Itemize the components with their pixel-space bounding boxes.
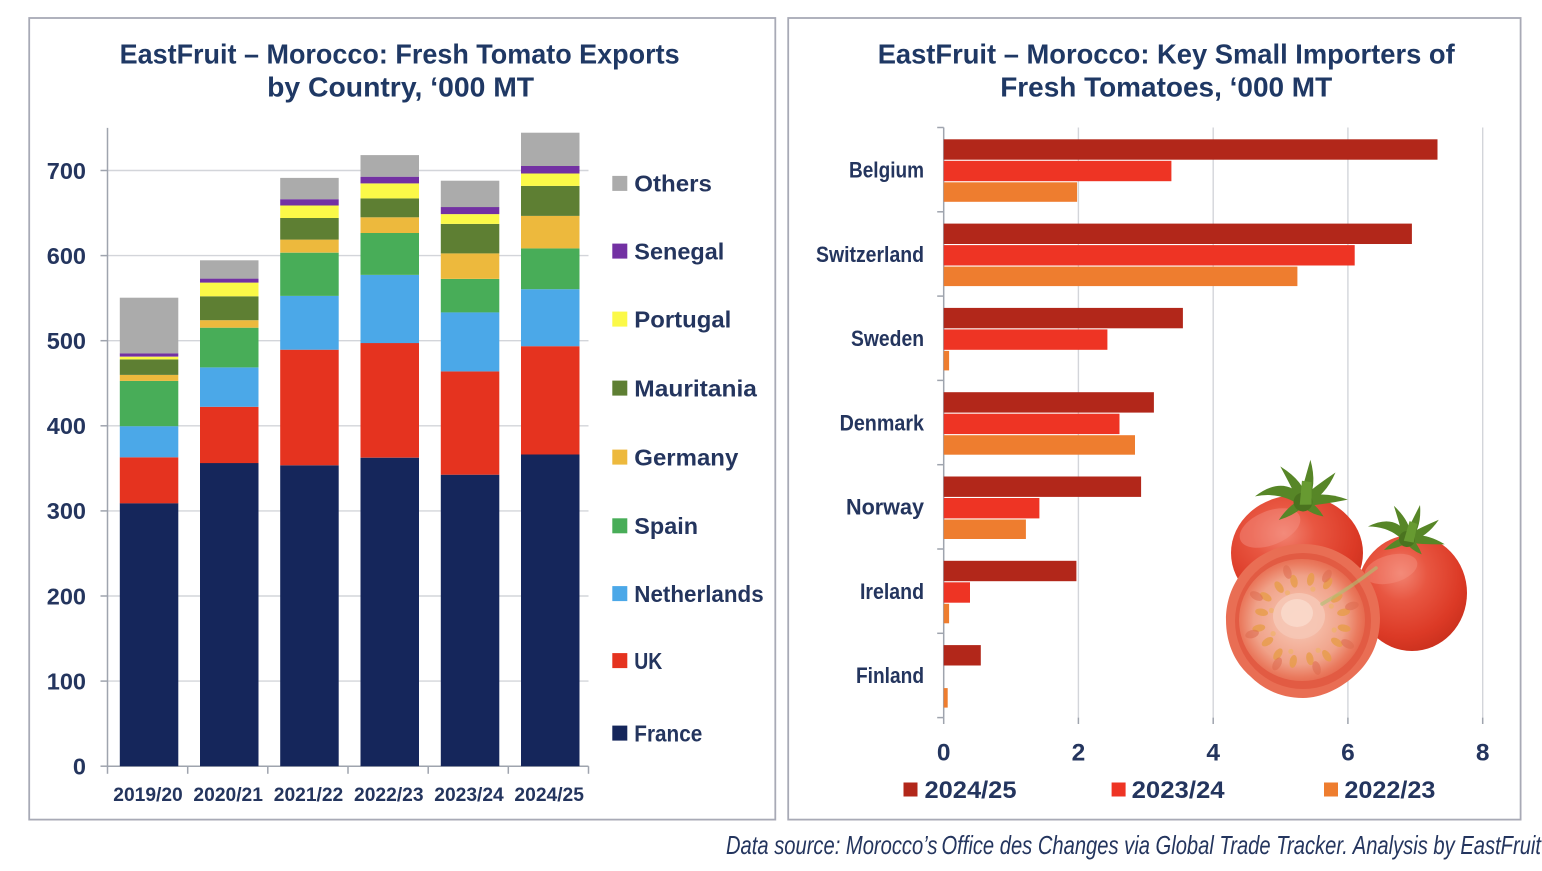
svg-text:Data source: Morocco’s Office: Data source: Morocco’s Office des Change… (726, 830, 1542, 860)
svg-text:Mauritania: Mauritania (634, 375, 758, 401)
svg-text:Norway: Norway (846, 495, 925, 520)
svg-text:400: 400 (47, 413, 86, 439)
svg-text:Denmark: Denmark (840, 410, 925, 435)
svg-text:100: 100 (47, 668, 86, 694)
svg-text:2023/24: 2023/24 (434, 785, 504, 806)
svg-text:0: 0 (73, 754, 86, 780)
svg-text:2021/22: 2021/22 (274, 785, 344, 806)
svg-text:4: 4 (1206, 740, 1220, 767)
svg-text:200: 200 (47, 583, 86, 609)
svg-text:Belgium: Belgium (849, 158, 924, 183)
svg-text:2022/23: 2022/23 (354, 785, 424, 806)
svg-text:EastFruit – Morocco: Fresh Tom: EastFruit – Morocco: Fresh Tomato Export… (120, 38, 680, 69)
svg-text:500: 500 (47, 328, 86, 354)
svg-text:by Country, ‘000 MT: by Country, ‘000 MT (267, 71, 534, 102)
svg-text:Germany: Germany (634, 444, 738, 470)
svg-text:2022/23: 2022/23 (1344, 777, 1435, 804)
svg-text:700: 700 (47, 158, 86, 184)
svg-text:Ireland: Ireland (860, 579, 924, 604)
svg-text:Sweden: Sweden (851, 326, 924, 351)
svg-text:Switzerland: Switzerland (816, 242, 924, 267)
svg-text:2024/25: 2024/25 (925, 777, 1017, 804)
svg-text:Finland: Finland (856, 663, 924, 688)
svg-text:EastFruit – Morocco: Key Small: EastFruit – Morocco: Key Small Importers… (878, 38, 1456, 69)
svg-text:Fresh Tomatoes, ‘000 MT: Fresh Tomatoes, ‘000 MT (1000, 72, 1332, 103)
svg-text:Netherlands: Netherlands (634, 581, 763, 607)
svg-text:0: 0 (937, 740, 951, 767)
svg-text:2023/24: 2023/24 (1132, 777, 1226, 804)
svg-text:2024/25: 2024/25 (514, 785, 584, 806)
svg-text:2020/21: 2020/21 (193, 785, 263, 806)
svg-text:600: 600 (47, 243, 86, 269)
svg-text:8: 8 (1476, 740, 1490, 767)
svg-text:Senegal: Senegal (634, 238, 724, 264)
svg-text:Others: Others (634, 171, 712, 197)
svg-text:2019/20: 2019/20 (113, 785, 183, 806)
svg-text:2: 2 (1072, 740, 1086, 767)
svg-text:UK: UK (634, 648, 662, 674)
svg-text:Portugal: Portugal (634, 306, 731, 332)
svg-text:France: France (634, 720, 702, 746)
svg-text:300: 300 (47, 498, 86, 524)
svg-text:6: 6 (1341, 740, 1355, 767)
svg-text:Spain: Spain (634, 513, 698, 539)
